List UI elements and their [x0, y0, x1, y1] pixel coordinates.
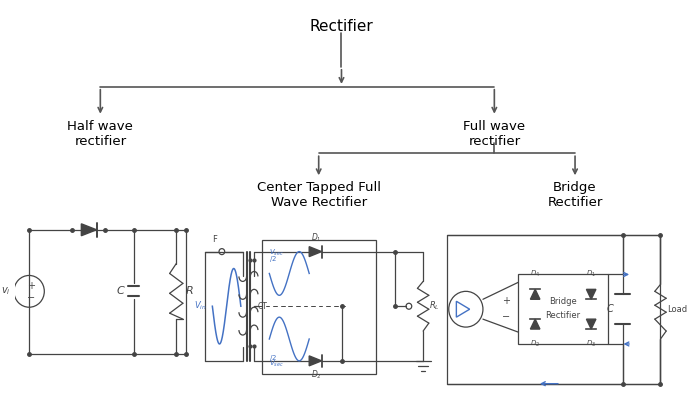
Text: F: F: [212, 235, 217, 244]
Text: Full wave
rectifier: Full wave rectifier: [463, 120, 526, 148]
Text: $D_2$: $D_2$: [530, 339, 540, 349]
Bar: [262, 240, 376, 374]
Polygon shape: [309, 356, 322, 366]
Text: $D_3$: $D_3$: [586, 339, 596, 349]
Text: $D_2$: $D_2$: [311, 369, 322, 381]
Bar: [518, 274, 608, 344]
Text: R: R: [186, 286, 194, 296]
Text: −: −: [502, 312, 511, 322]
Text: $v_i$: $v_i$: [1, 286, 10, 297]
Text: $D_1$: $D_1$: [586, 269, 596, 280]
Polygon shape: [81, 224, 96, 236]
Text: Rectifier: Rectifier: [545, 311, 580, 320]
Text: $V_{sec}$: $V_{sec}$: [269, 359, 285, 369]
Text: C: C: [116, 286, 124, 296]
Text: $D_1$: $D_1$: [311, 231, 322, 244]
Text: Rectifier: Rectifier: [309, 19, 373, 34]
Text: $D_4$: $D_4$: [530, 269, 540, 280]
Text: Bridge
Rectifier: Bridge Rectifier: [547, 181, 603, 209]
Text: $V_{sec}$: $V_{sec}$: [269, 248, 285, 257]
Polygon shape: [586, 289, 596, 299]
Text: Load: Load: [667, 305, 687, 314]
Polygon shape: [531, 319, 540, 329]
Text: Bridge: Bridge: [549, 297, 577, 306]
Text: +: +: [27, 282, 35, 291]
Text: C: C: [606, 304, 613, 314]
Polygon shape: [309, 247, 322, 257]
Text: $/2$: $/2$: [269, 353, 277, 363]
Polygon shape: [531, 289, 540, 299]
Text: +: +: [502, 296, 511, 306]
Text: Half wave
rectifier: Half wave rectifier: [68, 120, 133, 148]
Text: $R_L$: $R_L$: [429, 300, 440, 312]
Bar: [447, 235, 661, 384]
Text: CT: CT: [258, 302, 268, 311]
Polygon shape: [586, 319, 596, 329]
Text: $V_{in}$: $V_{in}$: [194, 300, 207, 312]
Text: Center Tapped Full
Wave Rectifier: Center Tapped Full Wave Rectifier: [257, 181, 381, 209]
Text: $/2$: $/2$: [269, 253, 277, 263]
Text: −: −: [27, 293, 35, 303]
